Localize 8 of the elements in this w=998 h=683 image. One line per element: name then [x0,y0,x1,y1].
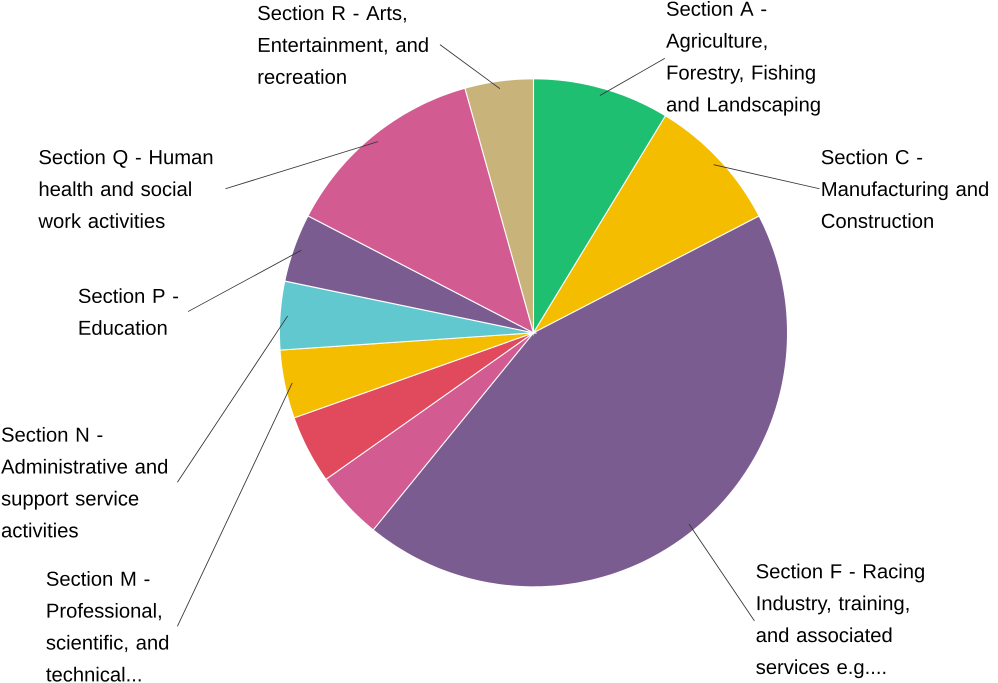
slice-label: Section P - Education [78,288,178,336]
slice-label: Section A - Agriculture, Forestry, Fishing and Landscaping [666,1,820,116]
slice-label: Section Q - Human health and social work activities [38,150,212,228]
slice-label: Section C - Manufacturing and Construction [822,150,988,228]
slice-label: Section N - Administrative and support service activities [1,427,168,538]
slice-label: Section R - Arts, Entertainment, and recreation [258,5,428,84]
slice-label: Section M - Professional, scientific, and technical... [46,571,168,682]
slice-label: Section F - Racing Industry, training, and associated services e.g.... [756,564,924,678]
